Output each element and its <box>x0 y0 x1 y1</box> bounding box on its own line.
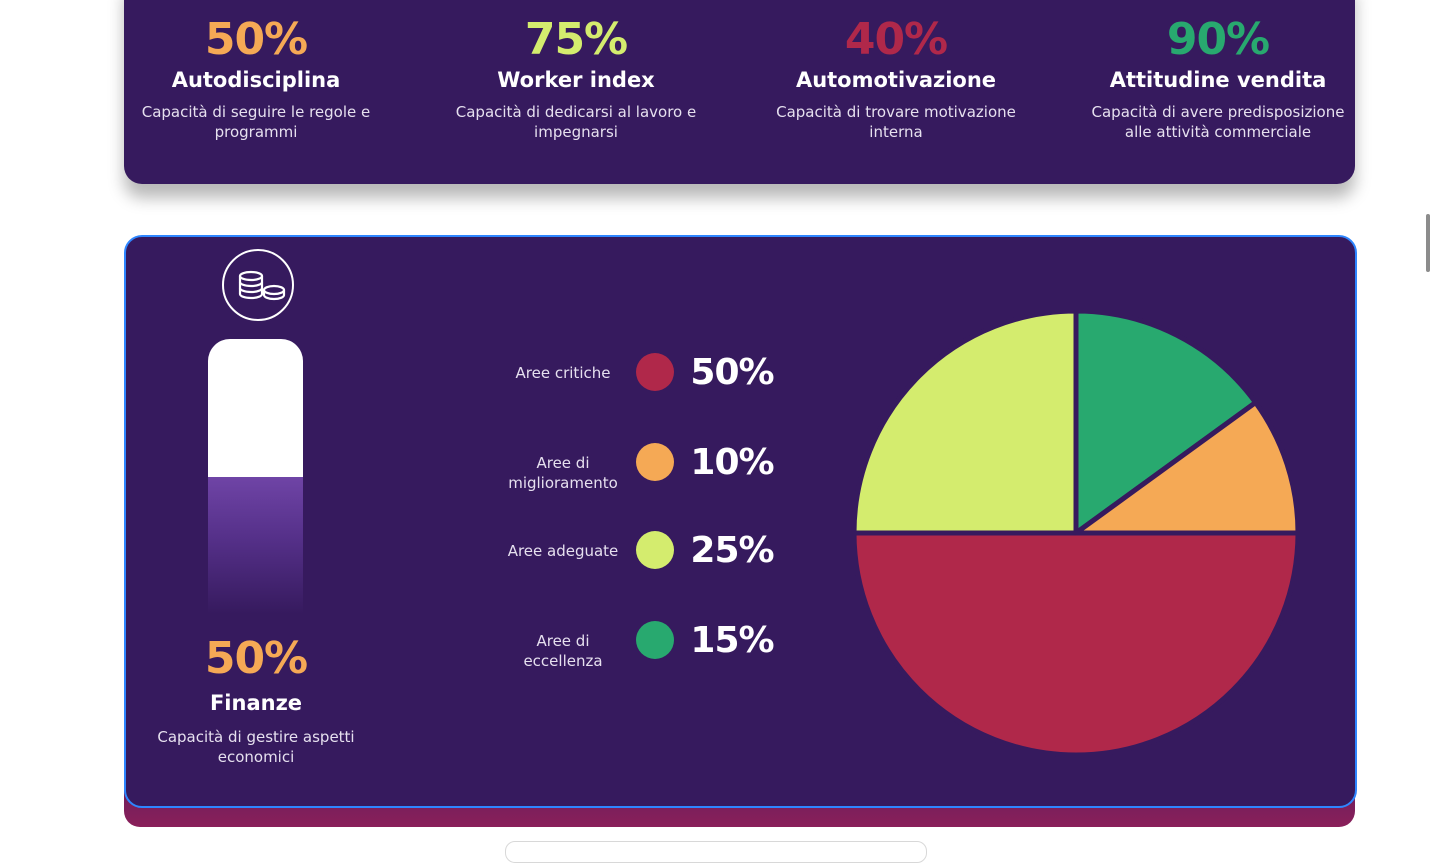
bottom-control[interactable] <box>505 841 927 863</box>
legend-label: Aree critiche <box>515 364 611 382</box>
metric-percentage: 50% <box>204 14 308 65</box>
slice-eccellenza <box>1073 309 1259 536</box>
legend-item-eccellenza: Aree di eccellenza 15% <box>496 621 796 681</box>
metric-autodisciplina: 50% Autodisciplina Capacità di seguire l… <box>126 14 386 142</box>
metric-attitudine-vendita: 90% Attitudine vendita Capacità di avere… <box>1088 14 1348 142</box>
metric-description: Capacità di trovare motivazione interna <box>776 103 1016 141</box>
gauge-fill <box>208 476 303 614</box>
metric-title: Automotivazione <box>795 68 997 92</box>
legend-value: 10% <box>690 442 774 483</box>
metric-description: Capacità di avere predisposizione alle a… <box>1091 103 1345 141</box>
finance-title: Finanze <box>209 691 303 715</box>
metrics-card: 50% Autodisciplina Capacità di seguire l… <box>124 0 1355 184</box>
metric-percentage: 90% <box>1166 14 1270 65</box>
legend-value: 25% <box>690 530 774 571</box>
legend-dot <box>636 443 674 481</box>
metric-description: Capacità di dedicarsi al lavoro e impegn… <box>455 103 697 141</box>
slice-critiche <box>852 530 1300 757</box>
metric-title: Autodisciplina <box>171 68 341 92</box>
legend-label: Aree adeguate <box>507 542 619 560</box>
metric-percentage: 75% <box>524 14 628 65</box>
metric-percentage: 40% <box>844 14 948 65</box>
slice-miglioramento <box>1073 400 1300 536</box>
legend-value: 15% <box>690 620 774 661</box>
metric-worker-index: 75% Worker index Capacità di dedicarsi a… <box>446 14 706 142</box>
finance-card: 50% Finanze Capacità di gestire aspetti … <box>124 235 1357 808</box>
metric-title: Attitudine vendita <box>1109 68 1327 92</box>
finance-level-gauge <box>208 339 303 614</box>
legend-dot <box>636 621 674 659</box>
legend-item-miglioramento: Aree di miglioramento 10% <box>496 443 796 503</box>
slice-adeguate <box>852 309 1079 536</box>
coins-icon <box>222 249 294 321</box>
legend-value: 50% <box>690 352 774 393</box>
legend-item-critiche: Aree critiche 50% <box>496 353 796 413</box>
scrollbar-thumb[interactable] <box>1426 214 1430 272</box>
metric-description: Capacità di seguire le regole e programm… <box>141 103 371 141</box>
legend-dot <box>636 531 674 569</box>
legend-item-adeguate: Aree adeguate 25% <box>496 531 796 591</box>
pie-chart <box>852 309 1300 757</box>
metric-automotivazione: 40% Automotivazione Capacità di trovare … <box>766 14 1026 142</box>
legend-dot <box>636 353 674 391</box>
legend-label: Aree di eccellenza <box>523 632 603 670</box>
legend-label: Aree di miglioramento <box>508 454 618 492</box>
finance-percentage: 50% <box>204 633 308 684</box>
metric-title: Worker index <box>497 68 655 92</box>
finance-description: Capacità di gestire aspetti economici <box>157 728 355 766</box>
